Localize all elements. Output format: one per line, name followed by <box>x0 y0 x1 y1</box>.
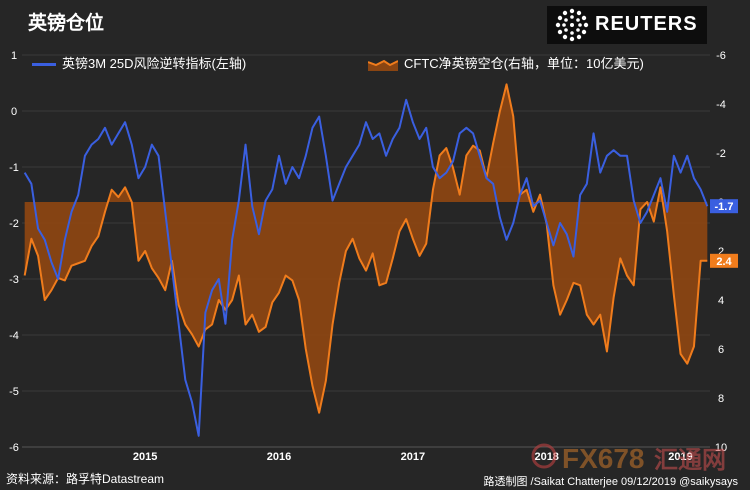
left-tick-label: -2 <box>9 218 19 230</box>
right-tick-label: 2 <box>718 246 724 258</box>
right-tick-label: -6 <box>716 50 726 62</box>
x-tick-label: 2015 <box>133 451 157 463</box>
left-tick-label: -1 <box>9 162 19 174</box>
chart-area-fill <box>24 84 708 413</box>
reuters-brand: REUTERS <box>547 6 707 44</box>
series-end-labels: -1.7 2.4 <box>710 199 738 268</box>
end-label-text: -1.7 <box>715 201 734 213</box>
left-tick-label: -5 <box>9 386 19 398</box>
fx678-logo-icon <box>531 443 557 469</box>
credit-note: 路透制图 /Saikat Chatterjee 09/12/2019 @saik… <box>483 476 738 488</box>
legend-swatch-orange <box>368 59 398 71</box>
right-axis-ticks: -6-4-20246810 <box>715 50 727 454</box>
end-label-text: 2.4 <box>716 256 732 268</box>
legend-label-blue: 英镑3M 25D风险逆转指标(左轴) <box>62 56 247 71</box>
fx678-watermark: FX678 汇通网 <box>531 443 726 474</box>
right-tick-label: -2 <box>716 148 726 160</box>
end-label-box <box>710 253 738 268</box>
reuters-wordmark: REUTERS <box>595 13 698 35</box>
series-line-cftc <box>23 83 708 414</box>
left-tick-label: -4 <box>9 330 19 342</box>
right-tick-label: -4 <box>716 99 726 111</box>
x-axis-ticks: 2015 2016 2017 2018 2019 <box>133 451 693 463</box>
source-note: 资料来源：路孚特Datastream <box>6 472 165 486</box>
chart-title: 英镑仓位 <box>28 13 105 34</box>
left-tick-label: -3 <box>9 274 19 286</box>
left-tick-label: 1 <box>11 50 17 62</box>
legend-swatch-blue <box>32 62 56 66</box>
legend-item-blue: 英镑3M 25D风险逆转指标(左轴) <box>32 53 246 72</box>
left-axis-ticks: 1 0 -1 -2 -3 -4 -5 -6 <box>9 50 19 454</box>
series-line-risk-reversal <box>23 98 709 437</box>
reuters-dot-logo-icon <box>555 8 589 42</box>
right-tick-label: 8 <box>718 393 724 405</box>
x-tick-label: 2017 <box>401 451 425 463</box>
right-tick-label: 10 <box>715 442 727 454</box>
legend-label-orange: CFTC净英镑空仓(右轴，单位：10亿美元) <box>404 56 644 71</box>
x-tick-label: 2016 <box>267 451 291 463</box>
right-tick-label: 4 <box>718 295 724 307</box>
x-tick-label: 2019 <box>668 451 692 463</box>
left-tick-label: 0 <box>11 106 17 118</box>
left-tick-label: -6 <box>9 442 19 454</box>
right-tick-label: 6 <box>718 344 724 356</box>
watermark-suffix: 汇通网 <box>654 446 726 474</box>
cftc-area-fill <box>24 84 708 413</box>
legend-item-orange: CFTC净英镑空仓(右轴，单位：10亿美元) <box>368 53 644 72</box>
end-label-box <box>710 199 738 214</box>
watermark-text: FX678 <box>562 443 645 474</box>
chart-series-lines <box>23 83 709 437</box>
